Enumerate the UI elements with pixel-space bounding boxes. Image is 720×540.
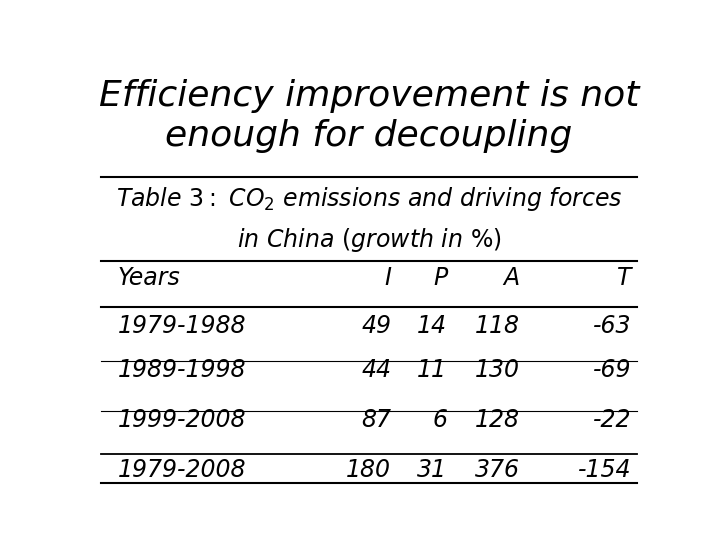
Text: 31: 31 — [417, 458, 447, 482]
Text: 1999-2008: 1999-2008 — [118, 408, 246, 432]
Text: 118: 118 — [474, 314, 520, 338]
Text: $\mathit{Table\ 3:\ CO_2\ emissions\ and\ driving\ forces}$
$\mathit{in\ China\ : $\mathit{Table\ 3:\ CO_2\ emissions\ and… — [116, 185, 622, 254]
Text: A: A — [503, 266, 520, 291]
Text: -22: -22 — [593, 408, 631, 432]
Text: -69: -69 — [593, 358, 631, 382]
Text: 1979-2008: 1979-2008 — [118, 458, 246, 482]
Text: 180: 180 — [346, 458, 392, 482]
Text: T: T — [617, 266, 631, 291]
Text: 6: 6 — [432, 408, 447, 432]
Text: -154: -154 — [577, 458, 631, 482]
Text: 128: 128 — [474, 408, 520, 432]
Text: 1989-1998: 1989-1998 — [118, 358, 246, 382]
Text: -63: -63 — [593, 314, 631, 338]
Text: 87: 87 — [361, 408, 392, 432]
Text: Years: Years — [118, 266, 181, 291]
Text: 1979-1988: 1979-1988 — [118, 314, 246, 338]
Text: 14: 14 — [417, 314, 447, 338]
Text: I: I — [384, 266, 392, 291]
Text: 11: 11 — [417, 358, 447, 382]
Text: 44: 44 — [361, 358, 392, 382]
Text: Efficiency improvement is not
enough for decoupling: Efficiency improvement is not enough for… — [99, 79, 639, 153]
Text: 49: 49 — [361, 314, 392, 338]
Text: 376: 376 — [474, 458, 520, 482]
Text: P: P — [433, 266, 447, 291]
Text: 130: 130 — [474, 358, 520, 382]
